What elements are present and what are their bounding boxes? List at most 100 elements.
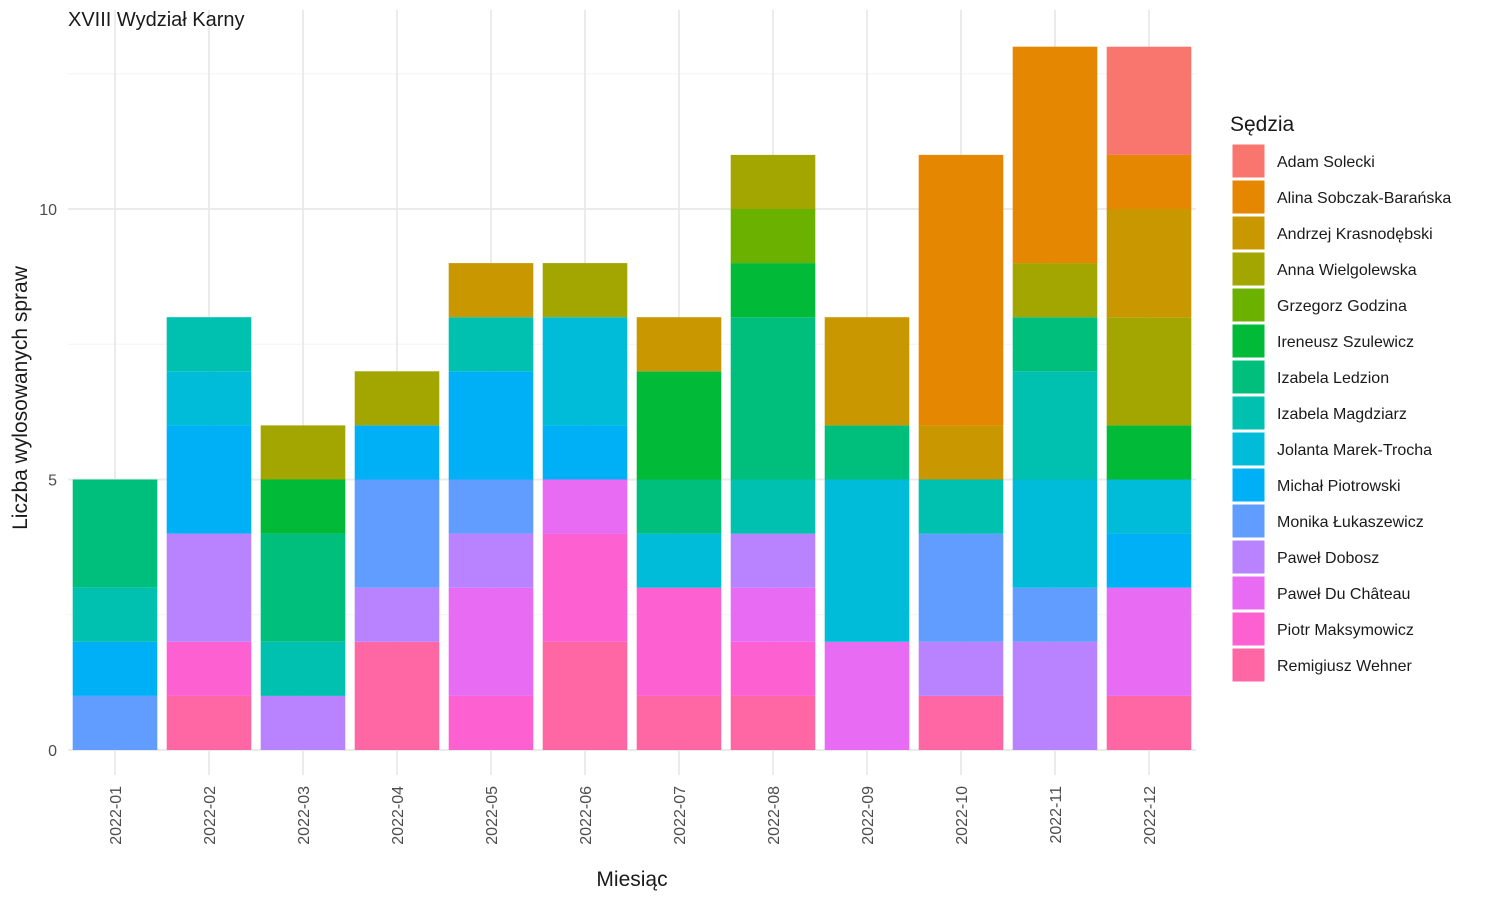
bar-segment [166, 641, 252, 696]
bar-segment [1106, 209, 1192, 318]
bar-segment [1106, 587, 1192, 696]
bar-segment [166, 425, 252, 534]
bar-segment [448, 317, 534, 372]
legend-label: Monika Łukaszewicz [1277, 514, 1424, 531]
bar-segment [730, 533, 816, 588]
bars [72, 46, 1192, 750]
bar-segment [448, 695, 534, 750]
legend-label: Izabela Ledzion [1277, 370, 1389, 387]
bar-segment [72, 587, 158, 642]
bar-segment [918, 154, 1004, 426]
bar-segment [448, 479, 534, 534]
bar-segment [636, 317, 722, 372]
bar-segment [730, 479, 816, 534]
bar-segment [260, 479, 346, 534]
x-tick-label: 2022-09 [860, 786, 877, 845]
bar-segment [72, 695, 158, 750]
bar-segment [1012, 371, 1098, 480]
bar-segment [542, 425, 628, 480]
legend-swatch [1231, 467, 1266, 503]
legend-swatch [1231, 251, 1266, 287]
x-tick-label: 2022-03 [296, 786, 313, 845]
bar-segment [1012, 46, 1098, 264]
bar-segment [636, 371, 722, 480]
bar-segment [354, 641, 440, 750]
bar-segment [354, 371, 440, 426]
bar-segment [72, 641, 158, 696]
bar-segment [260, 425, 346, 480]
bar-segment [260, 695, 346, 750]
bar-segment [918, 695, 1004, 750]
chart-title: XVIII Wydział Karny [68, 9, 245, 31]
legend-label: Paweł Dobosz [1277, 550, 1379, 567]
bar-segment [72, 479, 158, 588]
x-tick-label: 2022-11 [1048, 786, 1065, 844]
bar-segment [542, 533, 628, 642]
legend-label: Remigiusz Wehner [1277, 658, 1413, 675]
bar-segment [824, 479, 910, 642]
legend-swatch [1231, 575, 1266, 611]
bar-segment [636, 533, 722, 588]
y-axis-title: Liczba wylosowanych spraw [9, 265, 32, 530]
legend-label: Ireneusz Szulewicz [1277, 334, 1414, 351]
bar-segment [730, 317, 816, 480]
bar-segment [824, 425, 910, 480]
bar-segment [354, 425, 440, 480]
bar-segment [730, 263, 816, 318]
bar-segment [260, 533, 346, 642]
legend-label: Grzegorz Godzina [1277, 298, 1407, 315]
legend-label: Michał Piotrowski [1277, 478, 1401, 495]
bar-segment [448, 587, 534, 696]
bar-segment [542, 263, 628, 318]
x-tick-label: 2022-01 [108, 786, 125, 845]
y-tick-label: 0 [48, 743, 57, 760]
bar-segment [730, 209, 816, 264]
x-tick-label: 2022-02 [202, 786, 219, 845]
bar-segment [1106, 695, 1192, 750]
bar-segment [636, 587, 722, 696]
x-tick-label: 2022-12 [1142, 786, 1159, 845]
bar-segment [1012, 587, 1098, 642]
legend-label: Izabela Magdziarz [1277, 406, 1407, 423]
bar-segment [824, 317, 910, 426]
bar-segment [918, 479, 1004, 534]
legend-swatch [1231, 287, 1266, 323]
legend-label: Adam Solecki [1277, 154, 1375, 171]
bar-segment [1106, 425, 1192, 480]
bar-segment [1106, 533, 1192, 588]
bar-segment [166, 371, 252, 426]
bar-segment [918, 533, 1004, 642]
legend-swatch [1231, 179, 1266, 215]
x-tick-label: 2022-07 [672, 786, 689, 845]
bar-segment [448, 371, 534, 480]
legend-swatch [1231, 215, 1266, 251]
legend-swatch [1231, 539, 1266, 575]
legend-swatch [1231, 323, 1266, 359]
legend-title: Sędzia [1230, 113, 1295, 136]
bar-segment [542, 317, 628, 426]
legend-swatch [1231, 431, 1266, 467]
bar-segment [166, 317, 252, 372]
bar-segment [730, 641, 816, 696]
legend-swatch [1231, 395, 1266, 431]
legend-swatch [1231, 647, 1266, 683]
bar-segment [166, 695, 252, 750]
legend-swatch [1231, 143, 1266, 179]
x-tick-label: 2022-04 [390, 786, 407, 845]
legend-label: Andrzej Krasnodębski [1277, 226, 1433, 243]
x-tick-label: 2022-05 [484, 786, 501, 845]
legend-label: Alina Sobczak-Barańska [1277, 190, 1451, 207]
bar-segment [354, 479, 440, 588]
bar-segment [354, 587, 440, 642]
bar-segment [1106, 46, 1192, 155]
bar-segment [448, 533, 534, 588]
x-axis-ticks: 2022-01 2022-02 2022-03 2022-04 2022-05 2022-… [108, 786, 1159, 845]
bar-segment [1012, 479, 1098, 588]
legend-label: Jolanta Marek-Trocha [1277, 442, 1432, 459]
bar-segment [1012, 263, 1098, 318]
y-tick-label: 5 [48, 473, 57, 490]
legend: Sędzia Adam Solecki Alina Sobczak-Barańsk… [1230, 113, 1451, 683]
x-axis-title: Miesiąc [596, 868, 667, 891]
bar-segment [730, 695, 816, 750]
bar-segment [542, 641, 628, 750]
